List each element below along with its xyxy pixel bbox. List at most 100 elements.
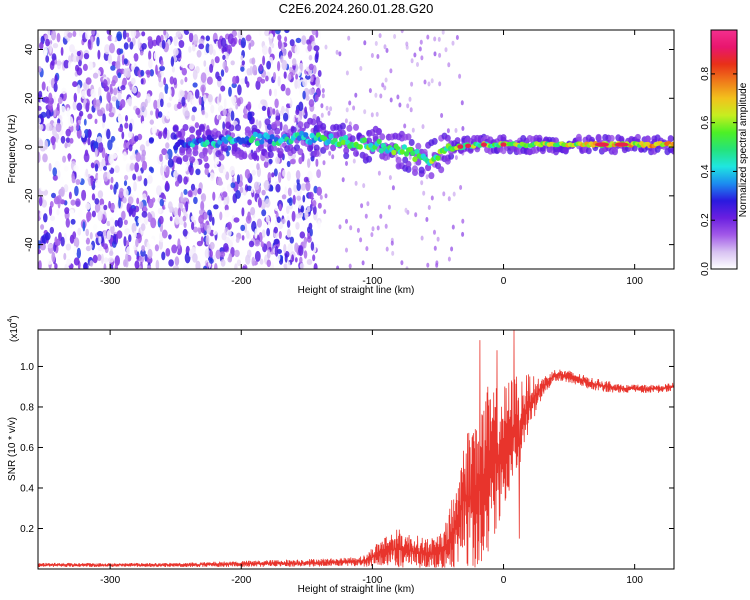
spectrogram-cell — [384, 77, 388, 83]
spectrogram-cell — [158, 72, 162, 83]
spectrogram-cell — [190, 215, 195, 221]
spectrogram-cell — [284, 253, 288, 263]
y-tick-label: 0 — [24, 144, 35, 150]
spectrogram-cell — [396, 94, 400, 100]
spectrogram-cell — [221, 232, 227, 241]
spectrogram-cell — [85, 30, 89, 40]
spectrogram-cell — [338, 224, 342, 230]
spectrogram-cell — [409, 107, 413, 113]
spectrogram-cell — [164, 83, 169, 95]
snr-x-axis-label: Height of straight line (km) — [298, 584, 415, 595]
spectrogram-cell — [168, 259, 174, 267]
y-tick-label: -40 — [24, 237, 35, 252]
spectrogram-cell — [323, 209, 327, 215]
spectrogram-cell — [448, 152, 455, 160]
spectrogram-cell — [250, 207, 256, 216]
spectrogram-cell — [68, 191, 72, 200]
spectrogram-cell — [372, 133, 379, 141]
spectrogram-cell — [222, 54, 226, 61]
spectrogram-cell — [181, 67, 187, 76]
spectrogram-cell — [103, 257, 109, 264]
spectrogram-cell — [294, 79, 299, 90]
snr-y-axis-label: SNR (10 * v/v) — [7, 417, 18, 481]
spectrogram-cell — [308, 191, 314, 200]
spectrogram-cell — [51, 192, 56, 199]
spectrogram-cell — [251, 220, 257, 232]
spectrogram-cell — [97, 230, 103, 237]
spectrogram-cell — [38, 123, 44, 131]
spectrogram-cell — [71, 175, 76, 184]
spectrogram-cell — [97, 171, 104, 182]
spectrogram-cell — [294, 257, 298, 263]
spectrogram-cell — [267, 106, 270, 118]
spectrogram-cell — [208, 159, 214, 170]
spectrogram-cell — [162, 128, 168, 139]
spectrogram-cell — [450, 246, 454, 252]
spectrogram-cell — [59, 38, 63, 48]
spectrogram-cell — [271, 42, 275, 49]
spectrogram-cell — [91, 30, 96, 36]
spectrogram-cell — [361, 260, 365, 266]
spectrogram-cell — [170, 189, 175, 201]
spectrogram-cell — [308, 222, 313, 230]
spectrogram-cell — [281, 194, 287, 200]
spectrogram-cell — [308, 63, 314, 71]
spectrogram-cell — [460, 100, 464, 106]
spectrogram-cell — [427, 205, 431, 210]
spectrogram-cell — [315, 132, 321, 138]
spectrogram-cell — [94, 202, 101, 213]
spectrogram-cell — [128, 208, 134, 215]
spectrogram-cell — [166, 129, 170, 141]
spectrogram-cell — [383, 85, 387, 91]
spectrogram-cell — [76, 50, 81, 57]
spectrogram-cell — [405, 266, 409, 269]
spectrogram-cell — [366, 155, 373, 163]
spectrogram-cell — [98, 86, 102, 98]
spectrogram-cell — [458, 73, 462, 79]
spectrogram-cell — [139, 50, 144, 56]
spectrogram-cell — [40, 224, 45, 230]
spectrogram-cell — [177, 238, 181, 250]
spectrogram-cell — [99, 198, 105, 206]
spectrogram-cell — [408, 154, 412, 160]
spectrogram-cell — [214, 263, 218, 269]
spectrogram-cell — [94, 147, 98, 158]
spectrogram-cell — [137, 38, 141, 49]
spectrogram-cell — [359, 237, 363, 243]
spectrogram-cell — [264, 198, 271, 208]
spectrogram-cell — [69, 44, 75, 53]
spectrogram-cell — [267, 172, 272, 182]
spectrogram-cell — [114, 262, 118, 269]
spectrogram-cell — [41, 81, 46, 91]
spectrogram-cell — [82, 63, 88, 71]
spectrogram-cell — [200, 200, 205, 212]
spectrogram-cell — [249, 162, 254, 168]
spectrogram-cell — [38, 152, 41, 163]
spectrogram-cell — [40, 185, 46, 192]
spectrogram-cell — [103, 263, 107, 269]
spectrogram-cell — [213, 204, 219, 210]
spectrogram-cell — [260, 78, 266, 84]
spectrogram-cell — [266, 228, 270, 237]
spectrogram-cell — [383, 44, 387, 50]
spectrogram-cell — [249, 65, 253, 76]
spectrogram-cell — [60, 46, 64, 56]
spectrogram-cell — [247, 101, 251, 112]
spectrogram-cell — [376, 54, 380, 59]
spectrogram-cell — [237, 30, 243, 39]
spectrogram-cell — [288, 197, 293, 206]
spectrogram-cell — [116, 92, 122, 102]
spectrogram-cell — [195, 260, 201, 269]
spectrogram-cell — [147, 265, 152, 269]
spectrogram-cell — [348, 263, 352, 269]
spectrogram-cell — [431, 137, 438, 145]
spectrogram-cell — [72, 81, 78, 88]
spectrogram-cell — [74, 185, 79, 197]
spectrogram-cell — [400, 260, 404, 266]
spectrogram-cell — [50, 60, 55, 66]
spectrogram-cell — [158, 111, 163, 118]
spectrogram-cell — [165, 248, 171, 257]
spectrogram-cell — [60, 186, 65, 197]
spectrogram-cell — [165, 207, 170, 219]
spectrogram-cell — [185, 150, 192, 158]
